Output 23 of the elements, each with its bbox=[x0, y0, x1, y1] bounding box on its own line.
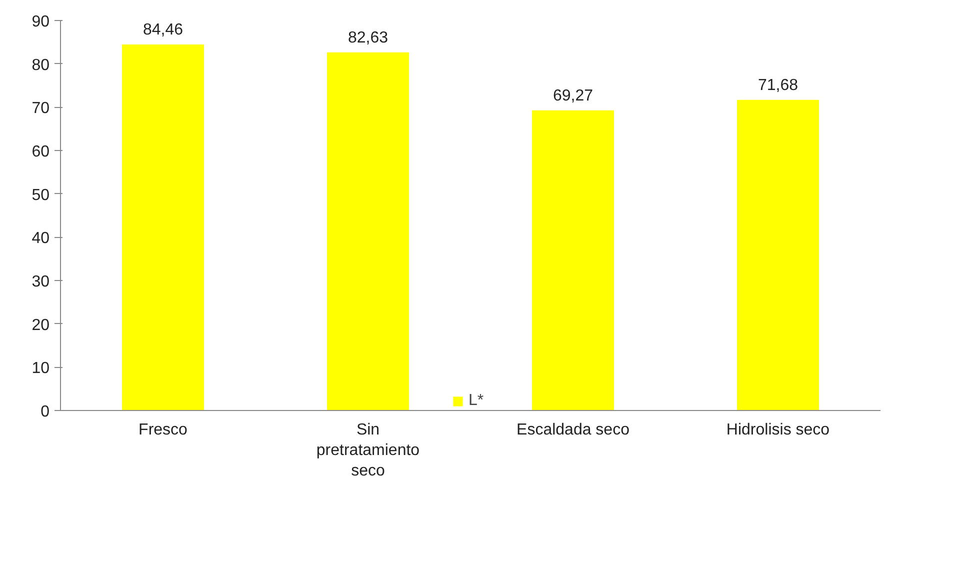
y-tick-label: 60 bbox=[32, 144, 50, 160]
y-tick-label: 50 bbox=[32, 186, 50, 204]
y-tick-label: 70 bbox=[32, 100, 50, 118]
data-label: 82,63 bbox=[348, 29, 388, 46]
legend-label: L* bbox=[468, 392, 485, 410]
y-tick-label: 40 bbox=[32, 230, 50, 248]
y-tick-label: 10 bbox=[32, 360, 50, 378]
y-tick-label: 30 bbox=[32, 274, 50, 290]
x-tick-label: Hidrolisis seco bbox=[726, 422, 830, 438]
y-tick-label: 0 bbox=[40, 404, 50, 420]
y-tick-label: 20 bbox=[32, 316, 50, 334]
data-label: 84,46 bbox=[142, 22, 184, 39]
x-tick-label: Escaldada seco bbox=[516, 422, 630, 438]
bar bbox=[122, 44, 204, 410]
bar bbox=[532, 110, 614, 410]
y-tick-label: 90 bbox=[32, 14, 50, 30]
data-label: 69,27 bbox=[552, 87, 594, 104]
data-label: 71,68 bbox=[758, 76, 798, 94]
bar bbox=[327, 52, 409, 410]
y-tick-label: 80 bbox=[32, 56, 50, 74]
bar bbox=[737, 100, 819, 410]
x-tick-label: Fresco bbox=[138, 422, 188, 438]
x-tick-label: Sin pretratamiento seco bbox=[316, 422, 420, 480]
